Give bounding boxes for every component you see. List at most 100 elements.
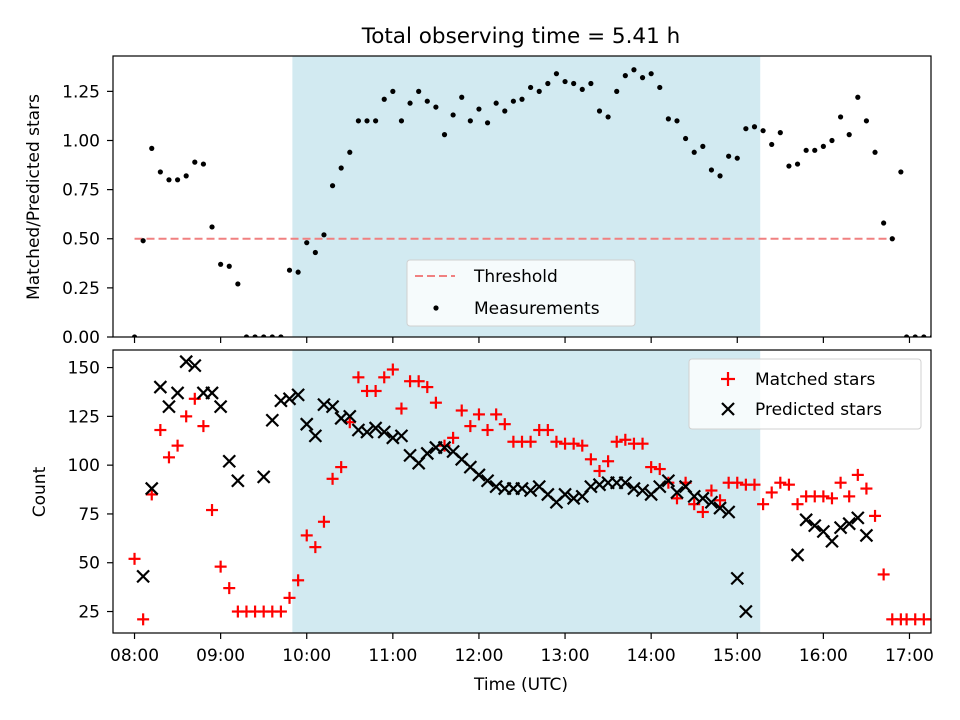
bottom-y-tick-label: 25 <box>78 603 100 623</box>
measurement-point <box>174 177 181 183</box>
predicted-star-point <box>739 604 753 619</box>
matched-star-point <box>696 505 709 518</box>
measurement-point <box>398 118 405 124</box>
measurement-point <box>674 118 680 124</box>
measurement-point <box>657 84 663 91</box>
matched-star-point <box>576 439 589 452</box>
predicted-star-point <box>670 485 684 500</box>
predicted-star-point <box>343 409 357 424</box>
measurement-point <box>149 145 155 151</box>
predicted-star-point <box>265 413 280 428</box>
predicted-star-point <box>282 392 297 406</box>
measurement-point <box>829 137 835 144</box>
measurement-point <box>269 334 275 337</box>
legend-predicted-label: Predicted stars <box>755 400 882 420</box>
matched-star-point <box>705 484 718 497</box>
bottom-legend: Matched stars Predicted stars <box>688 358 922 430</box>
predicted-star-point <box>713 501 727 515</box>
predicted-star-point <box>480 473 495 488</box>
matched-star-point <box>567 437 580 450</box>
measurement-point <box>562 78 568 85</box>
matched-star-point <box>593 465 606 478</box>
matched-star-point <box>636 437 649 450</box>
measurement-point <box>166 177 172 183</box>
measurement-point <box>614 88 620 94</box>
matched-star-point <box>944 604 956 616</box>
matched-star-point <box>429 396 442 409</box>
measurement-point <box>373 118 379 124</box>
bottom-y-tick-label: 50 <box>78 554 100 574</box>
measurement-point <box>803 147 809 153</box>
measurement-point <box>872 149 878 155</box>
predicted-star-point <box>851 511 865 525</box>
measurement-point <box>476 106 482 112</box>
measurement-point <box>510 98 516 104</box>
matched-star-point <box>412 375 425 388</box>
measurement-point <box>947 240 952 245</box>
measurement-point <box>252 334 258 337</box>
measurement-point <box>596 108 603 114</box>
matched-star-point <box>369 384 382 397</box>
matched-star-point <box>610 435 623 448</box>
predicted-star-point <box>825 534 839 549</box>
matched-star-point <box>550 435 563 448</box>
legend-matched-label: Matched stars <box>755 370 875 390</box>
matched-star-point <box>926 618 931 621</box>
measurement-point <box>846 132 852 138</box>
matched-star-point <box>498 418 511 431</box>
predicted-star-point <box>420 446 435 461</box>
measurement-point <box>381 96 387 102</box>
matched-star-point <box>731 476 744 489</box>
legend-measurements-label: Measurements <box>474 299 600 319</box>
matched-star-point <box>455 404 468 417</box>
matched-star-point <box>791 498 804 511</box>
predicted-star-point <box>558 487 572 502</box>
measurement-point <box>786 163 792 169</box>
measurement-point <box>579 86 585 93</box>
matched-star-point <box>481 424 494 437</box>
x-tick-label: 08:00 <box>110 646 159 666</box>
x-tick-label: 10:00 <box>282 646 331 666</box>
predicted-star-point <box>213 399 228 414</box>
matched-star-point <box>326 472 339 485</box>
measurement-point <box>536 88 542 94</box>
measurement-point <box>218 261 224 267</box>
predicted-star-point <box>704 495 719 510</box>
measurement-point <box>588 80 594 87</box>
matched-star-point <box>524 435 537 448</box>
measurement-point <box>921 334 927 337</box>
measurement-point <box>812 147 818 153</box>
measurement-point <box>528 84 534 91</box>
measurement-point <box>424 98 430 104</box>
predicted-star-point <box>291 388 305 402</box>
matched-star-point <box>317 515 330 528</box>
predicted-star-point <box>472 468 486 482</box>
measurement-point <box>304 240 310 246</box>
measurement-point <box>200 161 207 167</box>
predicted-star-point <box>368 421 383 435</box>
matched-star-point <box>162 451 175 464</box>
predicted-star-point <box>205 386 219 400</box>
measurement-point <box>622 73 628 79</box>
measurement-point <box>683 135 689 142</box>
measurement-point <box>433 104 439 110</box>
x-tick-label: 13:00 <box>541 646 590 666</box>
measurement-point <box>338 165 344 171</box>
matched-star-point <box>283 591 296 604</box>
predicted-star-point <box>799 513 813 527</box>
predicted-star-point <box>256 470 271 484</box>
predicted-star-point <box>153 380 168 394</box>
matched-star-point <box>197 420 210 433</box>
measurement-point <box>235 281 241 287</box>
measurement-point <box>889 236 895 242</box>
measurement-point <box>734 155 740 161</box>
measurement-point <box>691 149 697 155</box>
bottom-axes-frame <box>112 349 932 634</box>
predicted-star-point <box>721 505 736 519</box>
predicted-star-point <box>231 473 245 488</box>
predicted-star-point <box>144 481 159 496</box>
measurement-point <box>295 269 301 275</box>
top-panel: 0.00 0.25 0.50 0.75 1.00 1.25 Matched/Predict… <box>24 55 952 348</box>
top-legend: Threshold Measurements <box>406 259 636 327</box>
